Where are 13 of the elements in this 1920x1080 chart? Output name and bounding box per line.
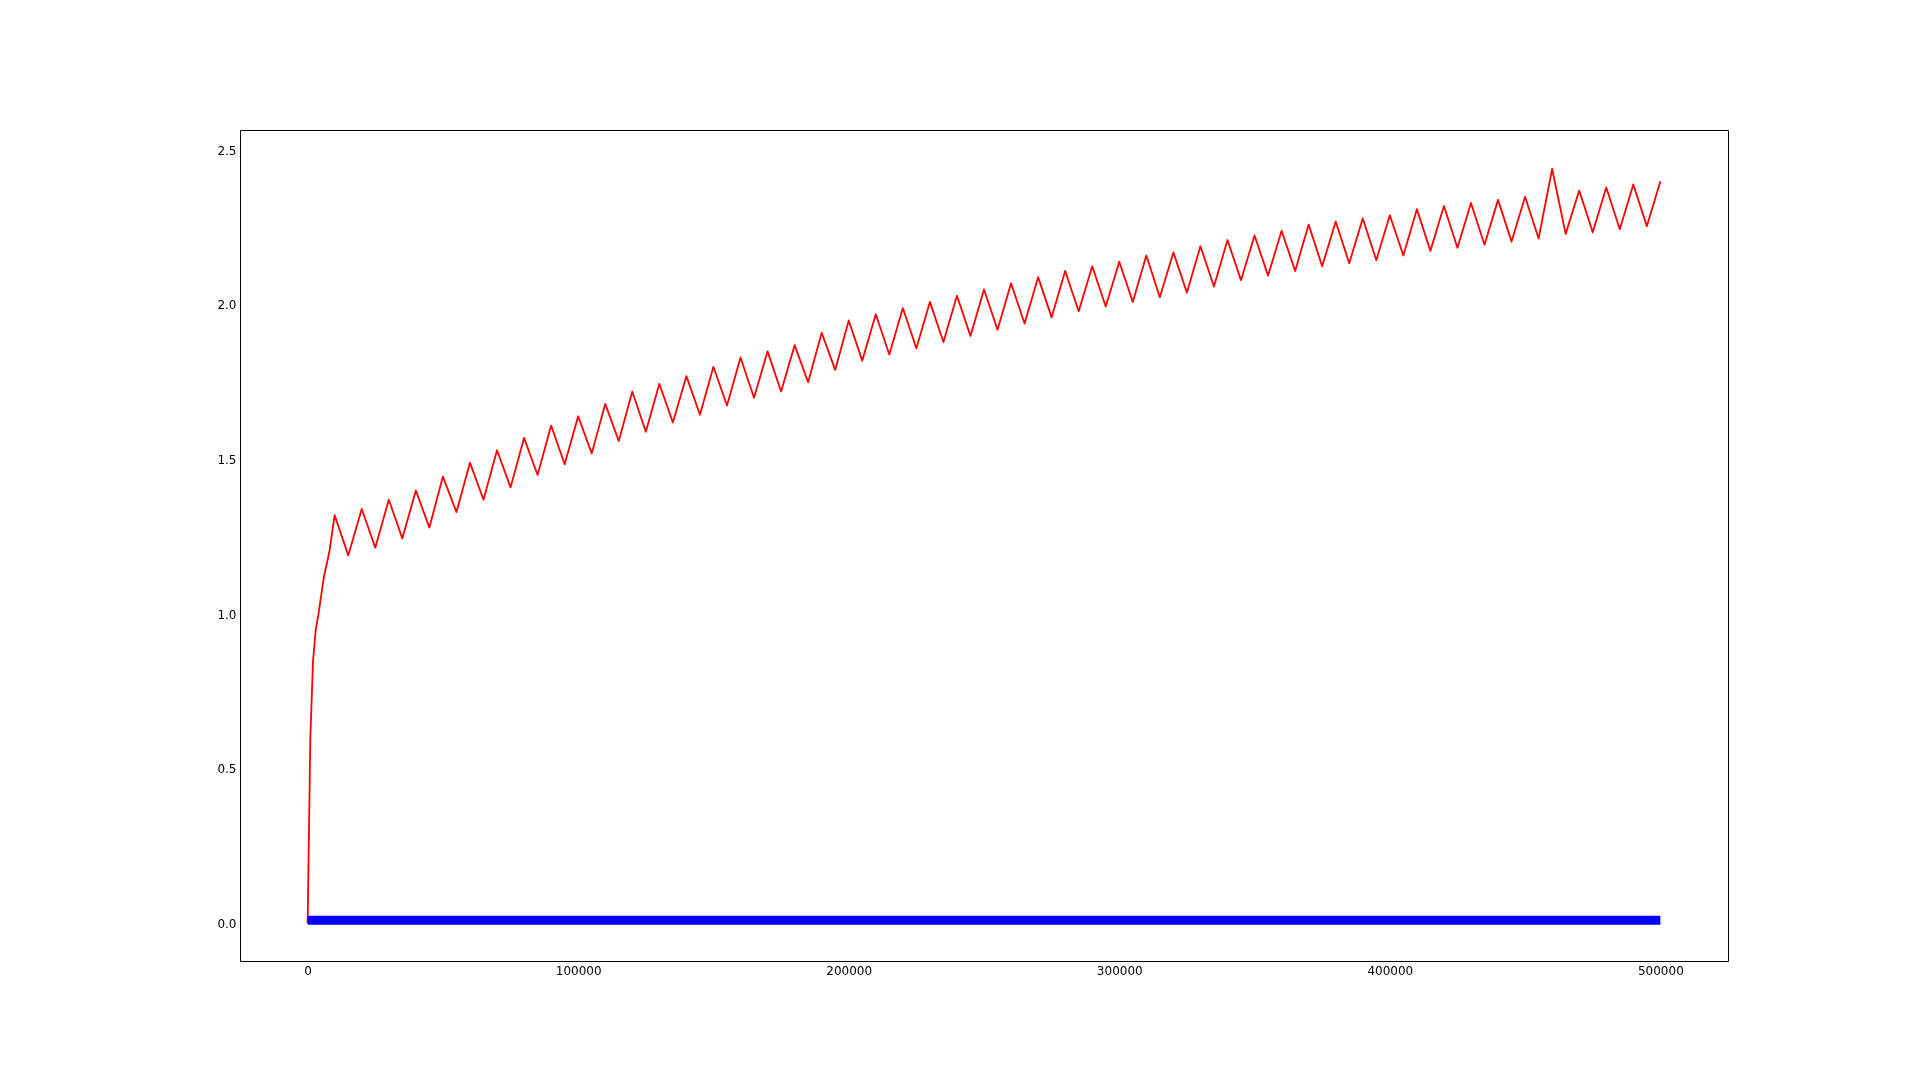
- x-tick-label: 400000: [1367, 963, 1414, 978]
- x-tick-label: 200000: [826, 963, 873, 978]
- x-tick-label: 300000: [1096, 963, 1143, 978]
- y-tick-label: 1.5: [217, 453, 237, 468]
- x-tick-label: 500000: [1637, 963, 1684, 978]
- x-tick-label: 100000: [555, 963, 602, 978]
- y-tick-label: 0.0: [217, 916, 237, 931]
- y-tick-label: 0.5: [217, 762, 237, 777]
- y-tick-label: 2.0: [217, 298, 237, 313]
- y-tick-label: 1.0: [217, 607, 237, 622]
- x-tick-label: 0: [304, 963, 312, 978]
- y-tick-label: 2.5: [217, 143, 237, 158]
- line-series: [306, 168, 1662, 925]
